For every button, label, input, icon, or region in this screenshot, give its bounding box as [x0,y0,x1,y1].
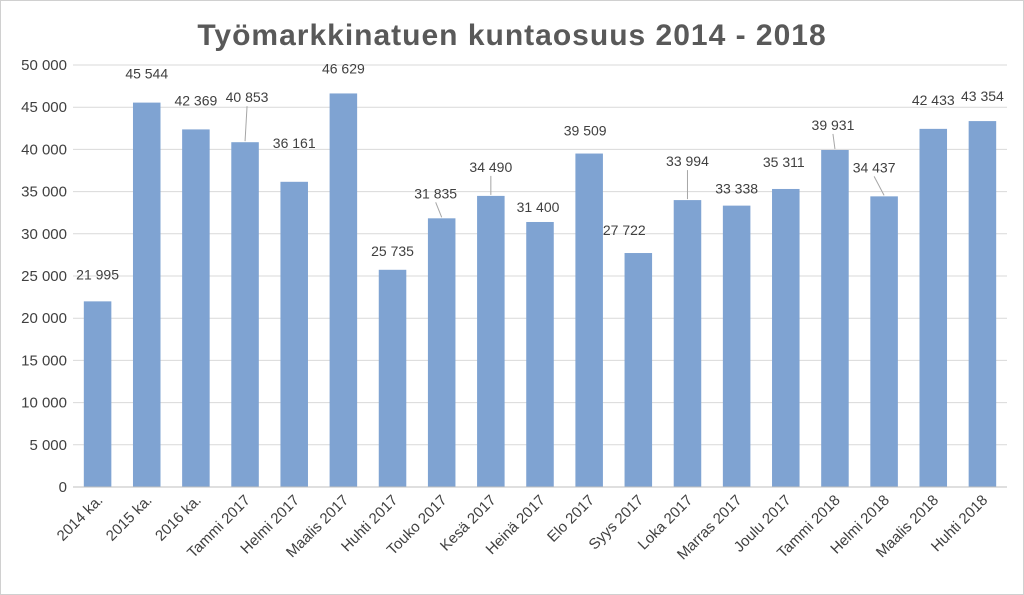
data-label: 42 369 [174,92,217,108]
y-tick-label: 40 000 [21,141,67,158]
y-tick-label: 50 000 [21,57,67,74]
y-tick-label: 10 000 [21,395,67,412]
bar [673,200,702,487]
data-label: 40 853 [226,89,269,105]
chart-title: Työmarkkinatuen kuntaosuus 2014 - 2018 [197,19,826,52]
bar [722,205,751,488]
bar [575,153,603,487]
data-label: 46 629 [322,60,365,76]
data-label: 39 931 [812,117,855,133]
data-label: 33 338 [715,181,758,197]
data-label: 34 437 [853,159,896,175]
y-tick-label: 35 000 [21,184,67,201]
y-tick-label: 5 000 [29,437,67,454]
bar [231,142,259,487]
data-label: 35 311 [763,154,805,170]
bar [280,181,308,488]
y-tick-label: 15 000 [21,352,67,369]
bar [526,221,554,487]
y-tick-label: 30 000 [21,226,67,243]
bar [821,149,849,487]
x-axis-ticks: 2014 ka.2015 ka.2016 ka.Tammi 2017Helmi … [54,492,992,564]
data-label: 43 354 [961,88,1004,104]
bar [132,102,161,487]
bars [83,93,997,488]
y-axis-ticks: 0 5 000 10 000 15 000 20 000 25 000 30 000 35 0… [21,57,67,496]
bar [968,121,997,488]
bar [83,301,112,487]
label-leaders [244,106,885,218]
bar [624,253,653,487]
y-tick-label: 0 [59,479,67,496]
bar [772,188,800,487]
x-tick-label: 2014 ka. [54,492,107,545]
data-label: 25 735 [371,243,414,259]
label-leader-line [435,202,443,218]
bar [378,269,407,487]
data-label: 21 995 [76,266,119,282]
data-label: 33 994 [666,153,709,169]
data-label: 27 722 [603,222,646,238]
y-tick-label: 45 000 [21,99,67,116]
bar [919,128,948,487]
bar [182,129,210,487]
data-label: 31 835 [414,185,457,201]
data-label: 39 509 [564,123,607,139]
bar [477,195,505,487]
label-leader-line [832,133,836,150]
bar [427,218,456,487]
data-labels: 21 995 45 544 42 369 40 853 36 161 46 629 25 7… [76,60,1004,282]
x-tick-label: 2015 ka. [103,492,156,545]
y-tick-label: 20 000 [21,310,67,327]
label-leader-line [244,106,248,142]
y-tick-label: 25 000 [21,268,67,285]
data-label: 34 490 [469,159,512,175]
data-label: 36 161 [273,135,316,151]
bar [870,196,898,487]
data-label: 31 400 [517,199,560,215]
label-leader-line [873,176,885,196]
data-label: 42 433 [912,92,955,108]
bar [329,93,358,488]
data-label: 45 544 [125,66,168,82]
